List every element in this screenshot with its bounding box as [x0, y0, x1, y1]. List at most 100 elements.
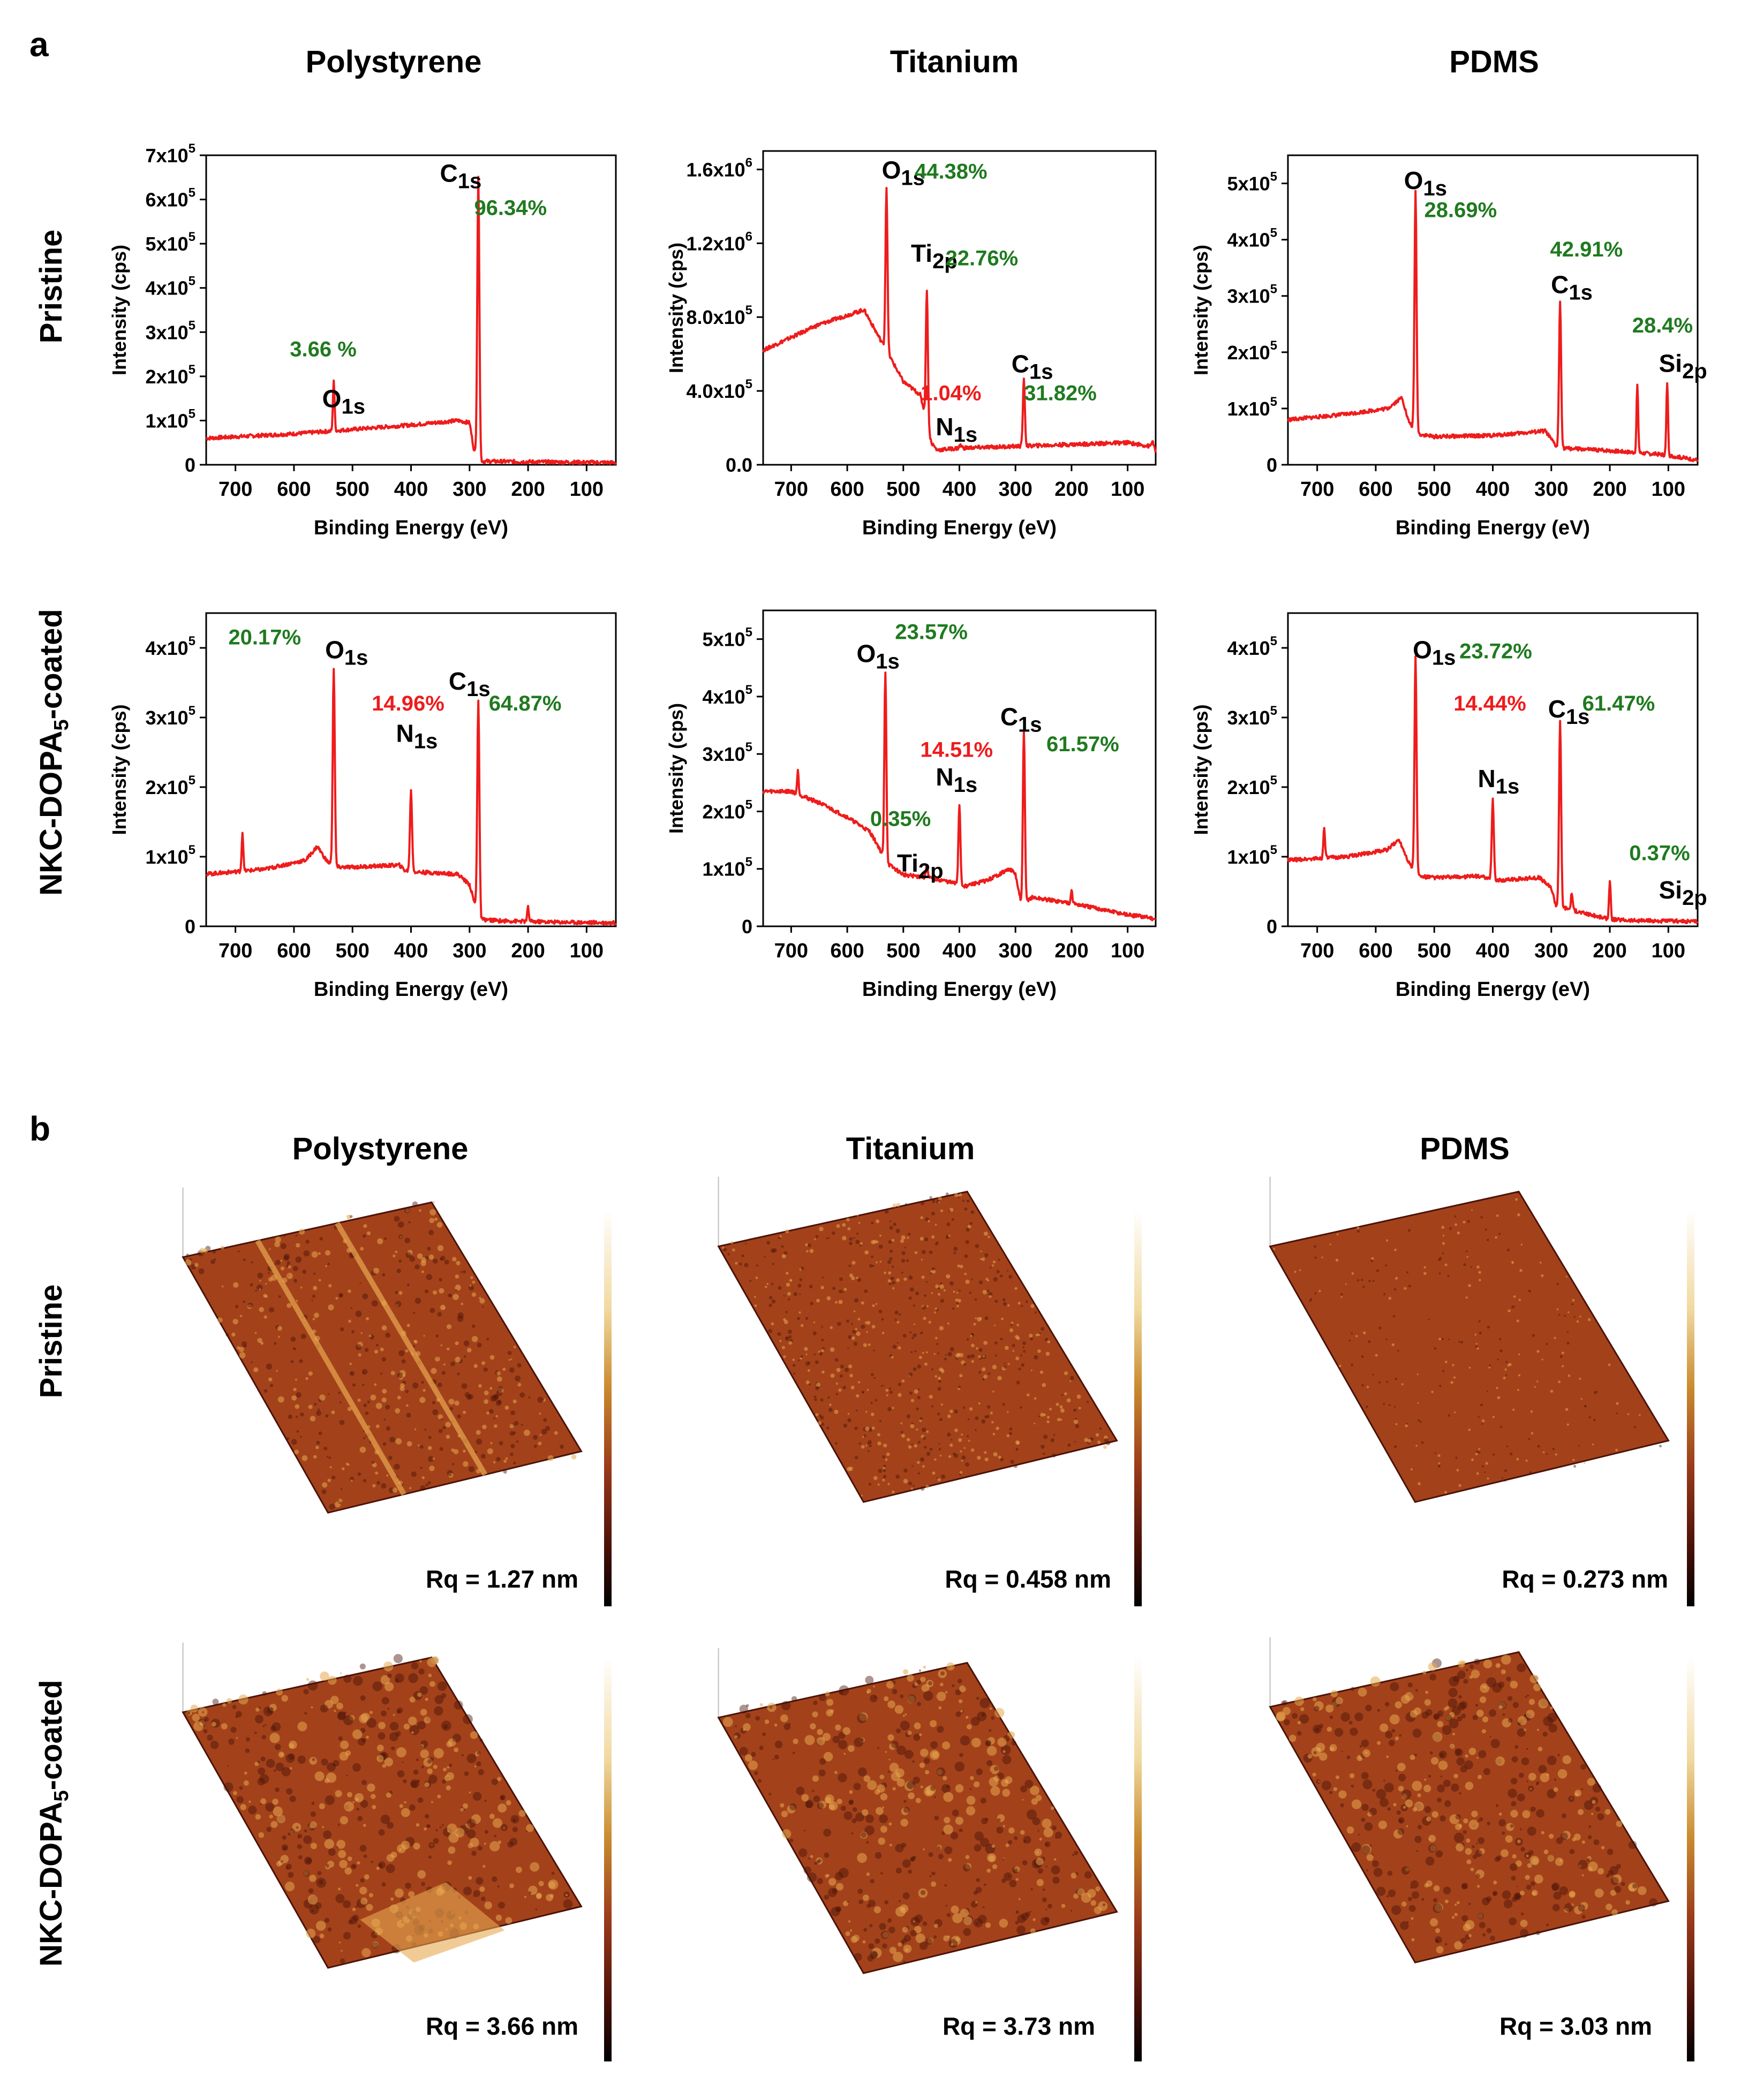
- afm-texture: [889, 1257, 893, 1261]
- afm-texture: [335, 1894, 345, 1903]
- afm-texture: [285, 1866, 289, 1870]
- afm-surface: [1269, 1651, 1670, 1963]
- afm-texture: [1487, 1391, 1488, 1393]
- afm-texture: [440, 1344, 442, 1347]
- afm-texture: [836, 1883, 843, 1891]
- afm-texture: [754, 1304, 757, 1308]
- afm-texture: [929, 1875, 932, 1877]
- afm-texture: [926, 1452, 931, 1456]
- afm-texture: [864, 1825, 875, 1835]
- afm-texture: [860, 1832, 867, 1838]
- afm-texture: [1538, 1765, 1547, 1773]
- afm-texture: [772, 1263, 774, 1265]
- afm-texture: [329, 1504, 335, 1510]
- afm-texture: [1330, 1690, 1338, 1697]
- afm-texture: [372, 1942, 379, 1949]
- afm-texture: [1032, 1817, 1041, 1825]
- afm-texture: [1569, 1891, 1576, 1898]
- afm-texture: [839, 1277, 843, 1281]
- afm-texture: [965, 1863, 971, 1870]
- afm-texture: [1557, 1754, 1561, 1756]
- afm-texture: [440, 1304, 446, 1310]
- afm-texture: [1554, 1778, 1557, 1781]
- afm-texture: [931, 1871, 936, 1876]
- afm-texture: [792, 1751, 795, 1755]
- afm-texture: [243, 1258, 246, 1261]
- afm-texture: [303, 1250, 310, 1257]
- afm-texture: [1474, 1658, 1480, 1665]
- afm-texture: [424, 1716, 431, 1724]
- y-tick-mantissa: 1x10: [703, 858, 745, 880]
- afm-texture: [315, 1921, 326, 1931]
- afm-texture: [1460, 1938, 1466, 1944]
- afm-texture: [818, 1769, 826, 1777]
- afm-texture: [231, 1332, 236, 1337]
- afm-texture: [952, 1913, 963, 1923]
- afm-texture: [1034, 1355, 1038, 1360]
- afm-texture: [983, 1374, 988, 1379]
- afm-texture: [1346, 1826, 1354, 1834]
- afm-texture: [360, 1332, 363, 1334]
- afm-texture: [236, 1796, 244, 1803]
- afm-texture: [295, 1378, 297, 1381]
- afm-texture: [992, 1864, 998, 1869]
- afm-texture: [815, 1360, 819, 1364]
- y-tick-exponent: 5: [189, 843, 195, 857]
- afm-texture: [877, 1441, 881, 1446]
- afm-texture: [1003, 1858, 1005, 1861]
- afm-texture: [980, 1250, 982, 1252]
- afm-texture: [387, 1708, 390, 1710]
- afm-texture: [958, 1298, 961, 1303]
- afm-texture: [313, 1936, 321, 1944]
- afm-texture: [1030, 1928, 1036, 1934]
- afm-texture: [819, 1227, 824, 1232]
- afm-texture: [351, 1330, 355, 1334]
- afm-texture: [382, 1442, 387, 1446]
- afm-texture: [1476, 1842, 1478, 1845]
- afm-texture: [774, 1754, 779, 1759]
- afm-texture: [1465, 1296, 1468, 1299]
- afm-texture: [793, 1292, 797, 1296]
- afm-texture: [986, 1289, 990, 1293]
- x-tick-label: 600: [277, 478, 311, 501]
- afm-texture: [764, 1256, 766, 1258]
- afm-texture: [856, 1276, 859, 1280]
- afm-texture: [1562, 1831, 1571, 1840]
- afm-texture: [976, 1878, 980, 1882]
- afm-texture: [1405, 1867, 1410, 1872]
- afm-texture: [1084, 1871, 1092, 1879]
- afm-texture: [478, 1384, 482, 1388]
- afm-texture: [818, 1350, 820, 1353]
- afm-texture: [1457, 1232, 1460, 1235]
- afm-texture: [1297, 1720, 1301, 1725]
- afm-texture: [290, 1360, 294, 1363]
- afm-texture: [314, 1312, 319, 1318]
- afm-texture: [1401, 1866, 1410, 1875]
- afm-texture: [480, 1454, 486, 1459]
- afm-texture: [466, 1829, 476, 1839]
- afm-texture: [452, 1733, 462, 1743]
- afm-texture: [495, 1415, 498, 1418]
- peak-element: N: [396, 720, 414, 747]
- afm-texture: [1566, 1423, 1569, 1426]
- afm-texture: [1486, 1928, 1492, 1933]
- afm-texture: [910, 1930, 917, 1937]
- afm-texture: [275, 1259, 281, 1265]
- afm-texture: [1578, 1445, 1580, 1447]
- afm-texture: [1417, 1402, 1419, 1404]
- afm-texture: [1628, 1840, 1637, 1849]
- afm-texture: [397, 1707, 403, 1713]
- afm-texture: [1018, 1368, 1021, 1371]
- afm-texture: [1511, 1897, 1517, 1902]
- afm-texture: [969, 1407, 973, 1411]
- y-tick-exponent: 5: [1270, 282, 1277, 297]
- afm-texture: [223, 1782, 233, 1792]
- afm-texture: [310, 1842, 317, 1849]
- afm-texture: [239, 1352, 246, 1359]
- afm-texture: [350, 1307, 352, 1309]
- peak-percentage: 64.87%: [489, 692, 562, 715]
- afm-texture: [462, 1803, 469, 1809]
- afm-texture: [1002, 1403, 1005, 1406]
- afm-texture: [951, 1218, 954, 1221]
- afm-texture: [800, 1355, 803, 1358]
